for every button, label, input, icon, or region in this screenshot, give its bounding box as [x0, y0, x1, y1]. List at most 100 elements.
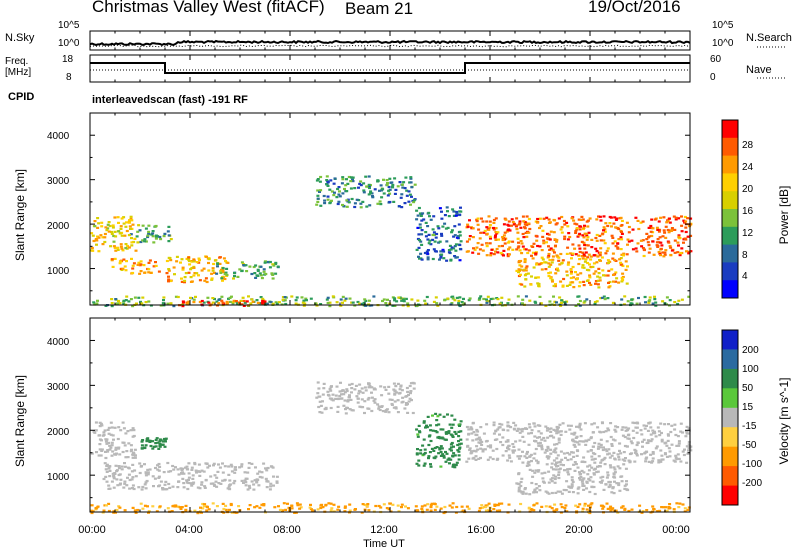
heatmap-cell	[467, 428, 471, 431]
heatmap-cell	[462, 297, 465, 300]
heatmap-cell	[433, 240, 437, 243]
heatmap-cell	[409, 382, 413, 385]
heatmap-cell	[372, 387, 376, 390]
heatmap-cell	[563, 235, 567, 238]
heatmap-cell	[626, 429, 630, 432]
heatmap-cell	[290, 507, 294, 510]
heatmap-cell	[567, 485, 571, 488]
heatmap-cell	[578, 250, 582, 254]
heatmap-cell	[141, 439, 145, 442]
heatmap-cell	[345, 199, 349, 202]
heatmap-cell	[578, 228, 582, 231]
heatmap-cell	[506, 241, 510, 244]
heatmap-cell	[648, 247, 652, 250]
heatmap-cell	[538, 436, 541, 439]
heatmap-cell	[193, 272, 197, 275]
heatmap-cell	[415, 462, 419, 465]
heatmap-cell	[133, 469, 137, 472]
heatmap-cell	[92, 239, 96, 243]
heatmap-cell	[151, 447, 155, 450]
heatmap-cell	[183, 276, 187, 279]
heatmap-cell	[577, 303, 581, 306]
heatmap-cell	[673, 251, 677, 254]
heatmap-cell	[507, 298, 511, 301]
heatmap-cell	[662, 216, 666, 219]
heatmap-cell	[440, 210, 443, 213]
heatmap-cell	[406, 411, 410, 414]
heatmap-cell	[406, 403, 409, 406]
heatmap-cell	[166, 230, 170, 233]
heatmap-cell	[649, 224, 653, 228]
heatmap-cell	[660, 431, 663, 435]
heatmap-cell	[129, 450, 133, 453]
heatmap-cell	[406, 507, 410, 510]
heatmap-cell	[230, 295, 233, 298]
heatmap-cell	[416, 299, 420, 302]
heatmap-cell	[158, 484, 162, 487]
heatmap-cell	[174, 504, 178, 507]
heatmap-cell	[219, 271, 223, 274]
heatmap-cell	[410, 186, 414, 189]
heatmap-cell	[637, 296, 640, 300]
heatmap-cell	[216, 470, 220, 473]
heatmap-cell	[161, 302, 165, 305]
heatmap-cell	[411, 411, 415, 415]
heatmap-cell	[582, 280, 586, 283]
heatmap-cell	[546, 491, 549, 494]
heatmap-cell	[444, 227, 448, 230]
heatmap-cell	[572, 286, 576, 289]
heatmap-cell	[524, 492, 528, 495]
heatmap-cell	[272, 484, 275, 487]
heatmap-cell	[235, 511, 239, 514]
heatmap-cell	[586, 473, 590, 476]
heatmap-cell	[356, 401, 360, 404]
heatmap-cell	[687, 449, 690, 452]
heatmap-cell	[610, 444, 614, 447]
power-feature-8	[515, 255, 629, 289]
heatmap-cell	[344, 408, 347, 411]
heatmap-cell	[331, 393, 335, 396]
heatmap-cell	[459, 442, 463, 445]
heatmap-cell	[185, 465, 189, 468]
heatmap-cell	[450, 441, 454, 445]
heatmap-cell	[423, 451, 427, 455]
heatmap-cell	[466, 225, 470, 228]
heatmap-cell	[527, 461, 531, 464]
heatmap-cell	[547, 252, 551, 256]
heatmap-cell	[427, 233, 431, 236]
heatmap-cell	[180, 277, 183, 280]
heatmap-cell	[200, 469, 204, 472]
heatmap-cell	[434, 455, 438, 458]
heatmap-cell	[563, 506, 567, 510]
heatmap-cell	[104, 504, 108, 507]
heatmap-cell	[374, 504, 378, 508]
heatmap-cell	[454, 249, 458, 252]
heatmap-cell	[216, 265, 219, 268]
heatmap-cell	[360, 511, 364, 514]
heatmap-cell	[534, 483, 538, 486]
heatmap-cell	[343, 187, 346, 191]
heatmap-cell	[388, 200, 392, 204]
heatmap-cell	[526, 462, 530, 465]
heatmap-cell	[667, 447, 671, 450]
heatmap-cell	[130, 470, 134, 473]
heatmap-cell	[465, 460, 469, 463]
heatmap-cell	[392, 406, 396, 409]
heatmap-cell	[325, 179, 329, 182]
heatmap-cell	[587, 438, 591, 441]
heatmap-cell	[598, 234, 602, 237]
heatmap-cell	[574, 304, 578, 307]
heatmap-cell	[498, 422, 502, 426]
heatmap-cell	[535, 459, 538, 462]
heatmap-cell	[472, 449, 476, 452]
heatmap-cell	[197, 274, 200, 277]
heatmap-cell	[548, 248, 552, 251]
heatmap-cell	[612, 466, 616, 469]
heatmap-cell	[270, 272, 274, 275]
heatmap-cell	[155, 510, 159, 513]
heatmap-cell	[598, 215, 602, 218]
heatmap-cell	[250, 298, 254, 301]
heatmap-cell	[505, 230, 509, 233]
heatmap-cell	[547, 470, 551, 473]
heatmap-cell	[171, 464, 175, 468]
